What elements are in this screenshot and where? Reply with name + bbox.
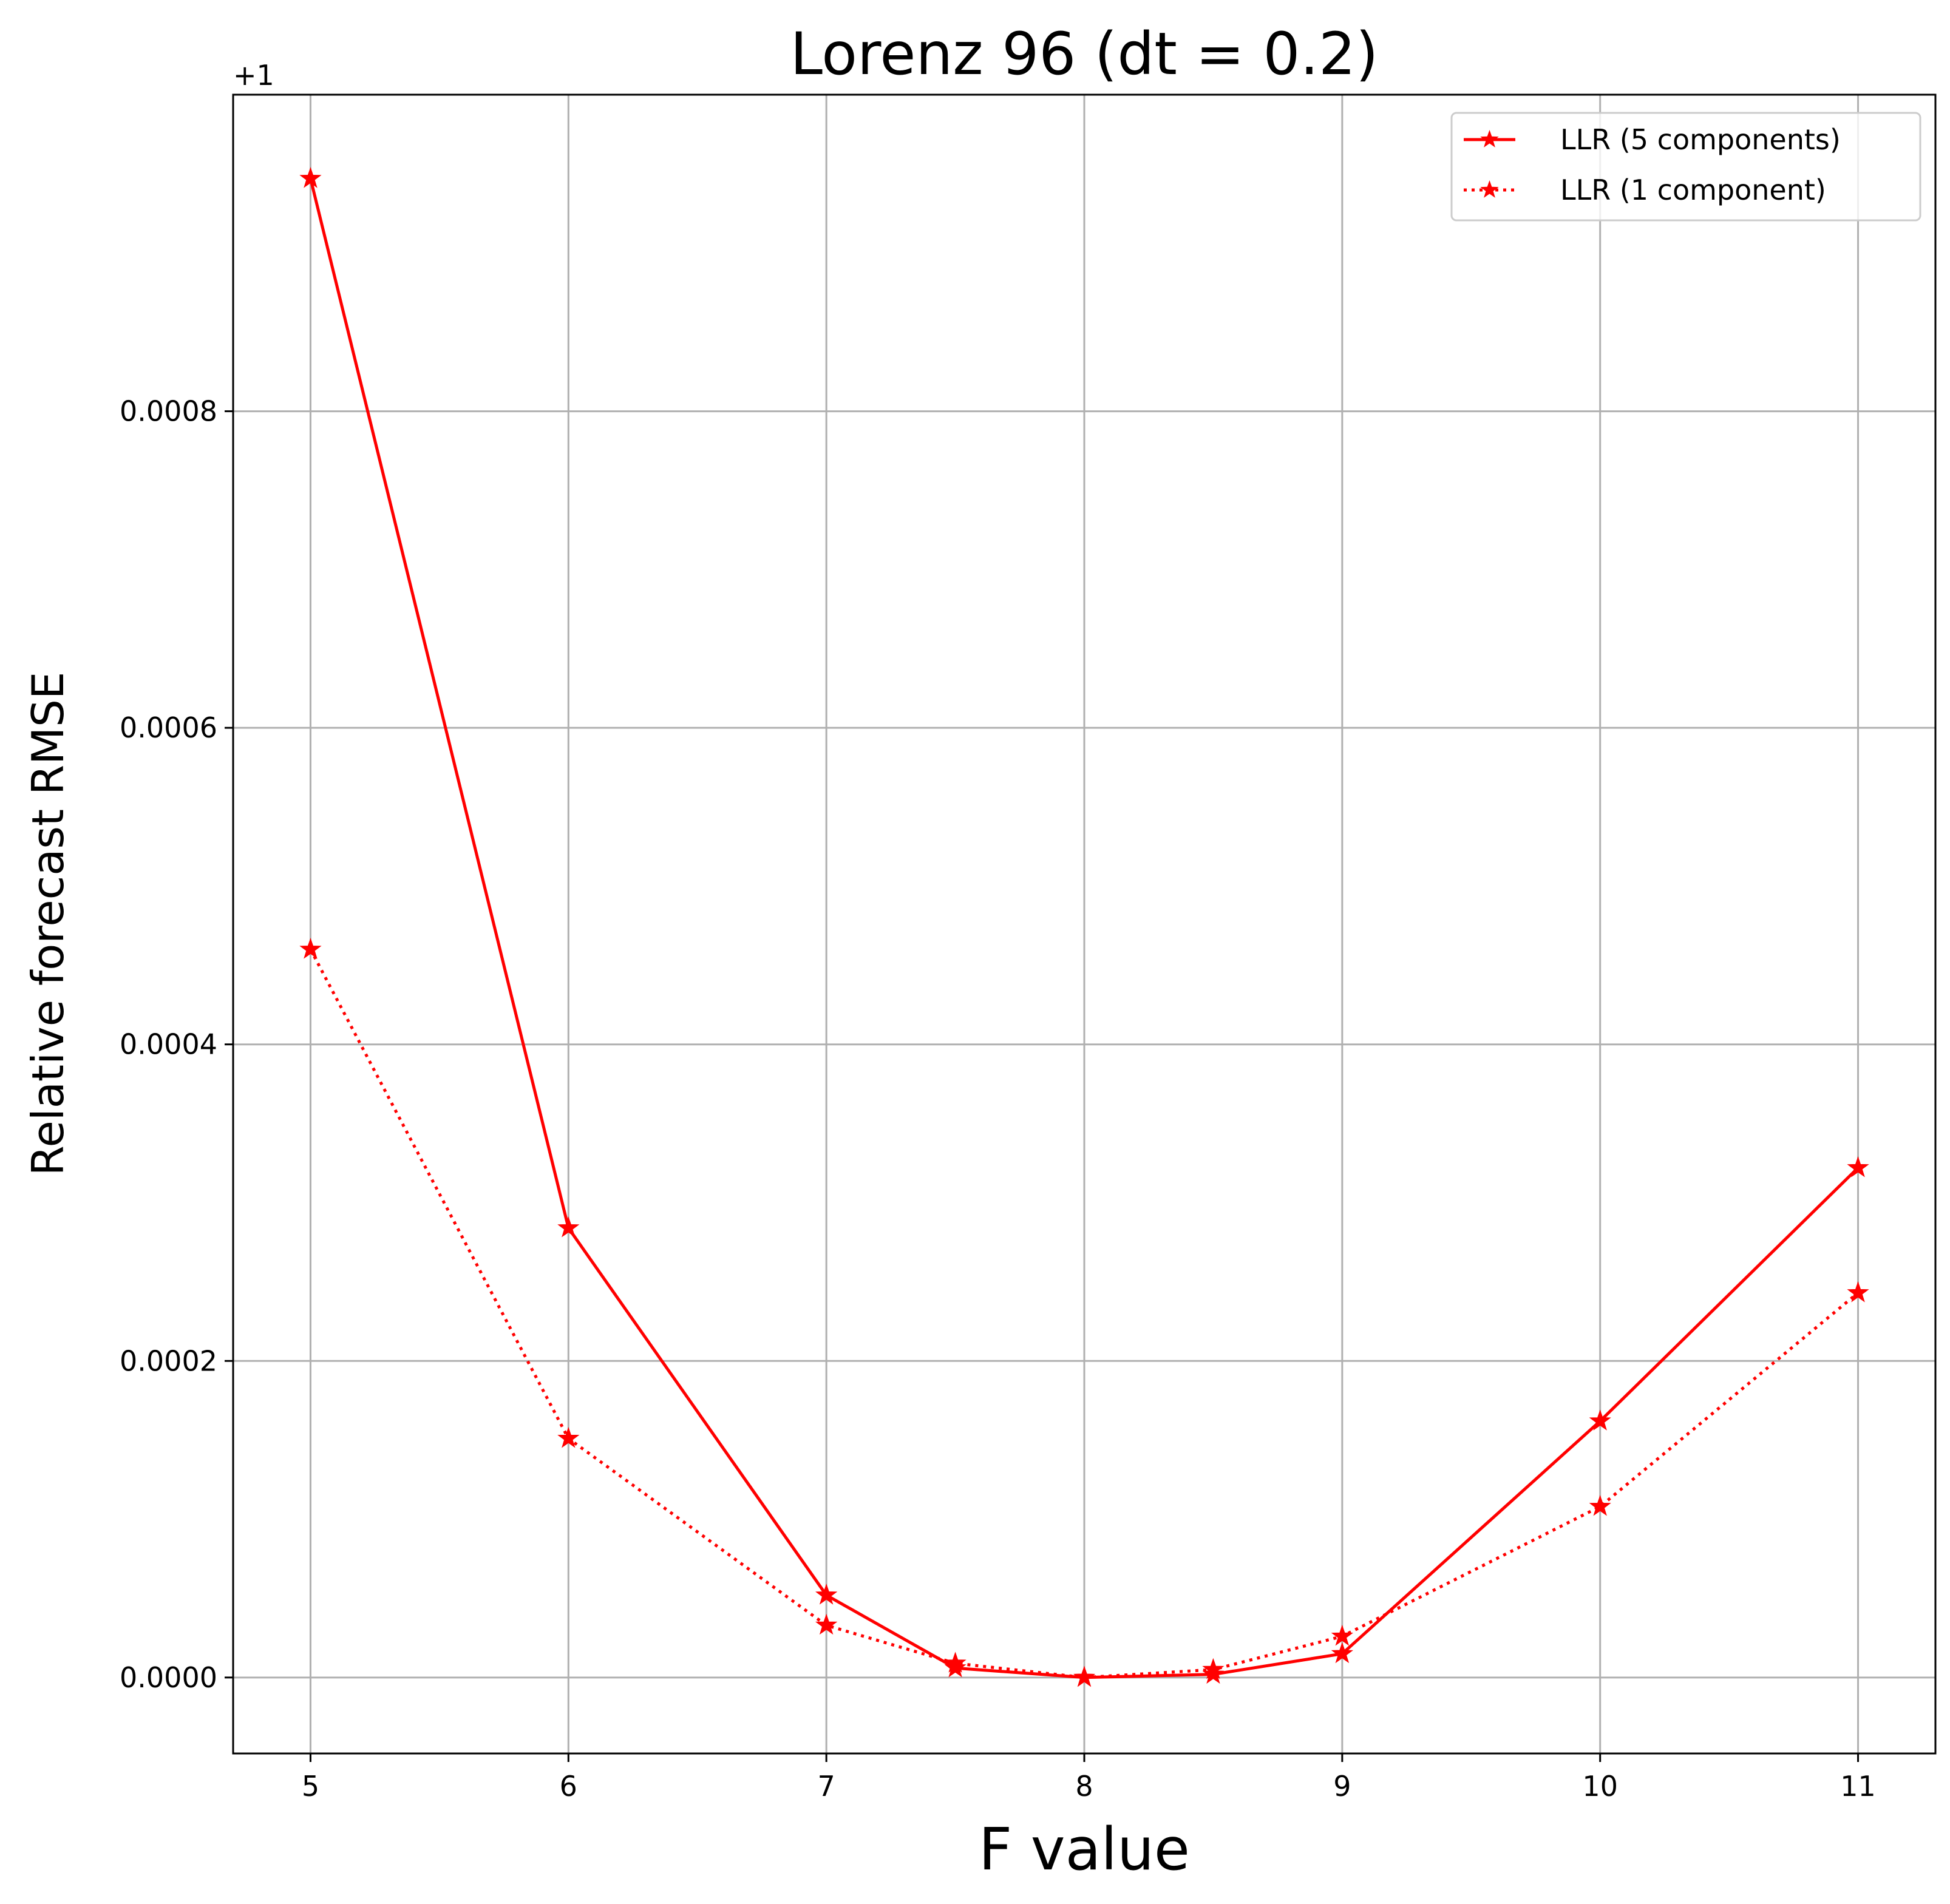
legend-label: LLR (5 components) bbox=[1560, 123, 1841, 156]
series-2-point bbox=[299, 938, 322, 959]
x-axis: 5 6 7 8 9 10 11 bbox=[302, 1753, 1876, 1803]
series-2-point bbox=[1847, 1281, 1869, 1303]
series-1-point bbox=[1847, 1156, 1869, 1177]
series-2-point bbox=[1202, 1658, 1225, 1679]
y-tick-label: 0.0006 bbox=[120, 711, 217, 744]
x-tick-label: 10 bbox=[1582, 1770, 1618, 1803]
x-tick-label: 9 bbox=[1333, 1770, 1351, 1803]
series-2-point bbox=[944, 1652, 967, 1673]
plot-series bbox=[299, 167, 1869, 1687]
series-1-point bbox=[815, 1584, 838, 1605]
y-axis-label: Relative forecast RMSE bbox=[22, 672, 73, 1176]
y-tick-label: 0.0004 bbox=[120, 1028, 217, 1061]
chart-title: Lorenz 96 (dt = 0.2) bbox=[790, 20, 1379, 88]
y-tick-label: 0.0002 bbox=[120, 1344, 217, 1377]
x-tick-label: 5 bbox=[302, 1770, 319, 1803]
legend-box bbox=[1450, 112, 1921, 222]
series-1-point bbox=[1331, 1642, 1353, 1664]
legend: LLR (5 components) LLR (1 component) bbox=[1450, 112, 1921, 222]
grid-lines bbox=[233, 95, 1935, 1753]
series-2-point bbox=[815, 1613, 838, 1635]
x-tick-label: 8 bbox=[1075, 1770, 1093, 1803]
series-2-point bbox=[1331, 1624, 1353, 1646]
y-tick-label: 0.0008 bbox=[120, 395, 217, 428]
x-tick-label: 11 bbox=[1840, 1770, 1876, 1803]
legend-swatch-marker bbox=[1480, 180, 1499, 198]
y-axis: 0.0000 0.0002 0.0004 0.0006 0.0008 bbox=[120, 395, 233, 1694]
series-1-point bbox=[299, 167, 322, 188]
x-axis-label: F value bbox=[979, 1815, 1190, 1883]
series-1-point bbox=[1589, 1409, 1611, 1431]
series-2-point bbox=[1073, 1665, 1096, 1687]
legend-label: LLR (1 component) bbox=[1560, 174, 1826, 206]
series-2-point bbox=[1589, 1495, 1611, 1516]
y-offset-label: +1 bbox=[233, 59, 274, 92]
y-tick-label: 0.0000 bbox=[120, 1661, 217, 1694]
series-2-point bbox=[557, 1426, 580, 1448]
x-tick-label: 7 bbox=[818, 1770, 835, 1803]
series-1-point bbox=[557, 1216, 580, 1238]
x-tick-label: 6 bbox=[560, 1770, 577, 1803]
legend-swatch-marker bbox=[1480, 130, 1499, 147]
